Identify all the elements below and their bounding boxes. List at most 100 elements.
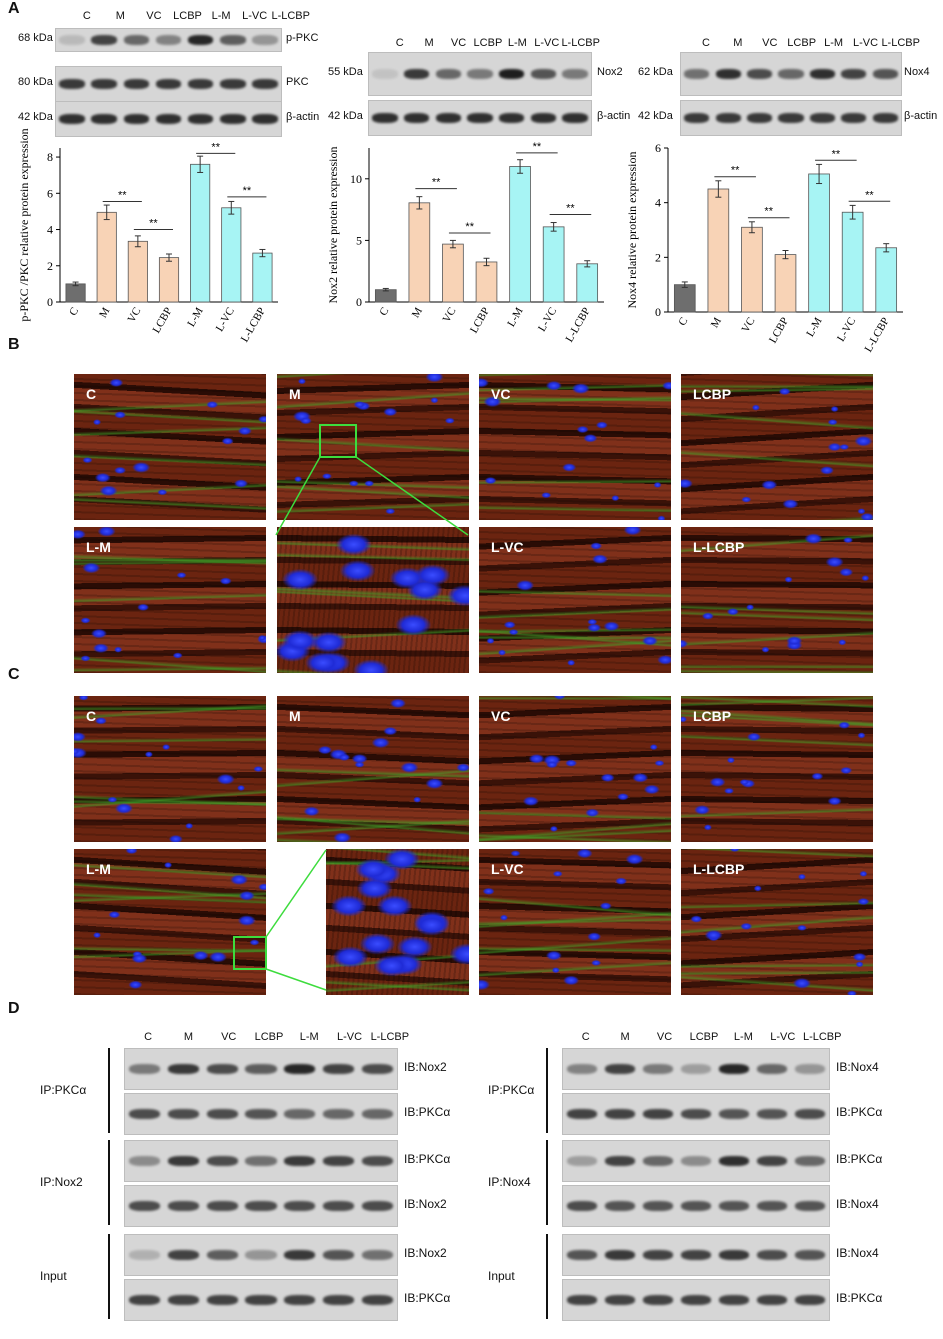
blot-band xyxy=(794,1156,826,1166)
blot-band xyxy=(187,79,214,89)
micrograph-label: C xyxy=(86,386,97,402)
blot-band xyxy=(794,1201,826,1211)
blot-band xyxy=(794,1109,826,1119)
blot-band xyxy=(794,1295,826,1305)
blot-band xyxy=(155,35,182,45)
micrograph-zoom-inset xyxy=(326,849,469,995)
lane-label: L-M xyxy=(507,37,527,49)
blot-band xyxy=(245,1064,277,1074)
micrograph-label: L-LCBP xyxy=(693,861,745,877)
blot-band xyxy=(284,1156,316,1166)
micrograph-label: L-M xyxy=(86,861,111,877)
blot-band xyxy=(841,113,867,123)
blot-band xyxy=(604,1156,636,1166)
protein-label: Nox4 xyxy=(904,66,930,78)
blot-band xyxy=(245,1295,277,1305)
blot-band xyxy=(778,69,804,79)
y-tick-label: 6 xyxy=(655,141,661,155)
blot-band xyxy=(323,1201,355,1211)
blot-strip-Nox4 xyxy=(680,52,902,96)
blot-band xyxy=(362,1295,394,1305)
micrograph-label: L-VC xyxy=(491,539,524,555)
micrograph: LCBP xyxy=(681,374,873,520)
blot-band xyxy=(128,1201,160,1211)
blot-band xyxy=(756,1156,788,1166)
blot-strip-β-actin xyxy=(55,101,282,137)
ib-label: IB:PKCα xyxy=(836,1152,883,1166)
blot-band xyxy=(167,1156,199,1166)
y-tick-label: 4 xyxy=(655,196,661,210)
blot-band xyxy=(167,1250,199,1260)
y-tick-label: 0 xyxy=(356,295,362,309)
blot-band xyxy=(206,1156,238,1166)
ib-label: IB:Nox2 xyxy=(404,1060,447,1074)
lane-label: L-VC xyxy=(337,1031,363,1043)
ib-label: IB:Nox4 xyxy=(836,1060,879,1074)
panel-letter-b: B xyxy=(8,336,20,353)
blot-band xyxy=(562,113,588,123)
blot-band xyxy=(756,1064,788,1074)
protein-label: p-PKC xyxy=(286,32,319,44)
lane-label: L-M xyxy=(733,1031,753,1043)
blot-band xyxy=(566,1156,598,1166)
blot-band xyxy=(566,1201,598,1211)
y-tick-label: 6 xyxy=(47,186,53,200)
blot-band xyxy=(467,69,493,79)
lane-label: VC xyxy=(146,10,162,22)
ib-label: IB:PKCα xyxy=(836,1291,883,1305)
lane-labels-nox2: C M VC LCBP L-M L-VC L-LCBP xyxy=(385,37,600,49)
y-tick-label: 5 xyxy=(356,233,362,247)
lane-label: L-VC xyxy=(534,37,560,49)
ip-label: IP:Nox2 xyxy=(40,1174,83,1189)
lane-label: VC xyxy=(762,37,778,49)
blot-band xyxy=(187,35,214,45)
blot-band xyxy=(604,1109,636,1119)
micrograph-label: L-LCBP xyxy=(693,539,745,555)
blot-band xyxy=(718,1201,750,1211)
blot-band xyxy=(403,113,430,123)
ip-group-bracket xyxy=(108,1140,110,1225)
blot-band xyxy=(187,114,214,124)
micrograph: L-LCBP xyxy=(681,527,873,673)
blot-band xyxy=(680,1109,712,1119)
blot-band xyxy=(747,69,773,79)
ip-label: Input xyxy=(488,1268,515,1283)
blot-band xyxy=(642,1064,674,1074)
blot-strip-p-PKC xyxy=(55,28,282,52)
blot-band xyxy=(680,1156,712,1166)
blot-band xyxy=(372,69,398,79)
blot-band xyxy=(566,1250,598,1260)
y-tick-label: 0 xyxy=(47,295,53,309)
blot-band xyxy=(123,35,150,45)
coip-blot-strip xyxy=(124,1048,398,1090)
blot-band xyxy=(362,1201,394,1211)
significance-label: ** xyxy=(465,221,474,233)
blot-band xyxy=(718,1109,750,1119)
ib-label: IB:Nox4 xyxy=(836,1246,879,1260)
lane-label: VC xyxy=(221,1031,237,1043)
ib-label: IB:Nox4 xyxy=(836,1197,879,1211)
blot-band xyxy=(206,1064,238,1074)
protein-label: Nox2 xyxy=(597,66,623,78)
significance-label: ** xyxy=(832,148,841,160)
blot-band xyxy=(530,69,557,79)
blot-band xyxy=(91,114,118,124)
coip-blot-strip xyxy=(562,1234,830,1276)
blot-band xyxy=(642,1156,674,1166)
micrograph-label: LCBP xyxy=(693,708,732,724)
micrograph: C xyxy=(74,696,266,842)
lane-label: C xyxy=(701,37,710,49)
y-tick-label: 2 xyxy=(655,250,661,264)
micrograph: M xyxy=(277,374,469,520)
ib-label: IB:Nox2 xyxy=(404,1197,447,1211)
blot-band xyxy=(128,1156,160,1166)
blot-band xyxy=(684,113,710,123)
bar-chart-nox2: 0 5 10 C M VC LCBP L-M L-VC L-LCBP ** ** ** ** Nox2 re… xyxy=(318,138,628,344)
blot-band xyxy=(206,1295,238,1305)
blot-band xyxy=(206,1109,238,1119)
blot-band xyxy=(123,114,150,124)
micrograph-zoom-inset xyxy=(277,527,469,673)
blot-band xyxy=(809,113,835,123)
blot-band xyxy=(718,1295,750,1305)
significance-label: ** xyxy=(118,189,127,201)
